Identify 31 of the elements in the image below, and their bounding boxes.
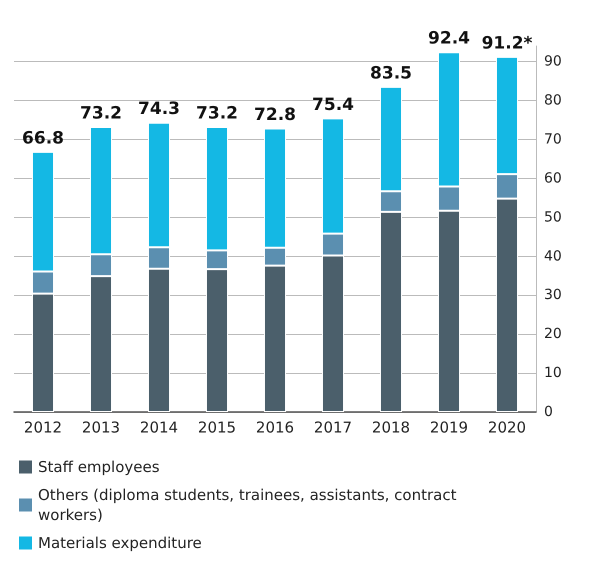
legend-label: Materials expenditure [38, 534, 202, 552]
total-label: 91.2* [482, 33, 533, 54]
total-label: 66.8 [22, 128, 64, 148]
y-tick-label: 80 [544, 92, 562, 109]
total-label: 73.2 [196, 103, 238, 124]
total-label: 73.2 [80, 103, 122, 124]
total-label: 74.3 [138, 99, 180, 120]
x-tick-label: 2012 [24, 418, 62, 436]
x-tick-label: 2014 [140, 418, 178, 436]
x-tick-label: 2015 [198, 418, 236, 436]
x-tick-label: 2018 [372, 418, 410, 436]
x-tick-label: 2019 [430, 418, 468, 436]
y-tick-label: 50 [544, 209, 562, 226]
y-tick-label: 20 [544, 326, 562, 342]
y-tick-label: 60 [544, 170, 562, 186]
legend-label: Others (diploma students, trainees, assistants, contract workers) [38, 486, 462, 524]
x-tick-label: 2016 [256, 418, 294, 436]
y-tick-label: 10 [544, 365, 562, 382]
legend-label: Staff employees [38, 458, 160, 476]
total-label: 72.8 [254, 105, 296, 126]
x-tick-label: 2020 [488, 418, 526, 436]
y-tick-label: 40 [544, 248, 562, 264]
total-label: 92.4 [428, 28, 470, 49]
total-label: 75.4 [312, 94, 354, 115]
y-tick-label: 90 [544, 54, 562, 70]
y-tick-label: 0 [544, 404, 553, 420]
y-tick-label: 30 [544, 287, 562, 304]
x-tick-label: 2017 [314, 418, 352, 436]
y-tick-label: 70 [544, 131, 562, 148]
total-label: 83.5 [370, 63, 412, 84]
x-tick-label: 2013 [82, 418, 120, 436]
